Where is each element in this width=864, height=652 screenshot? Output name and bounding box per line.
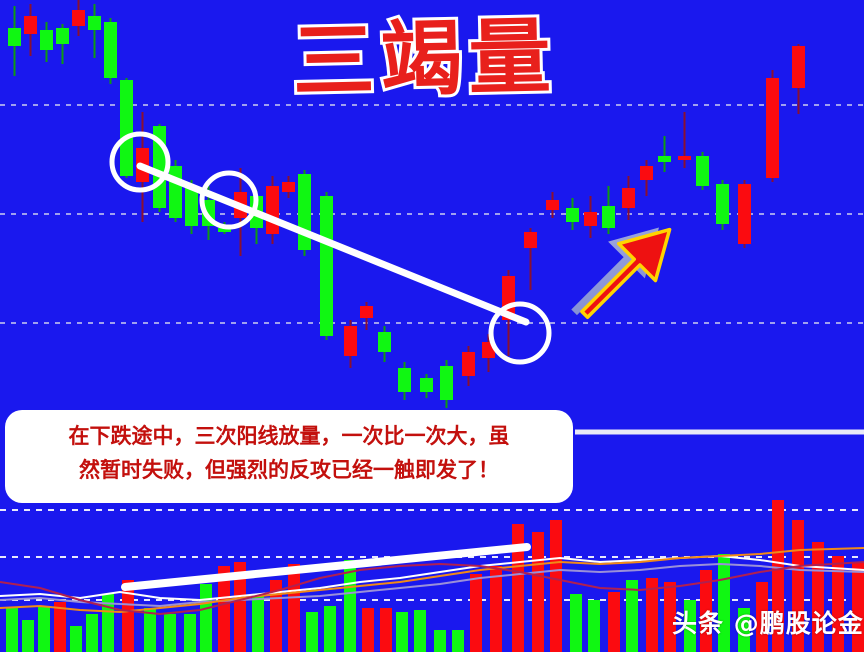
volume-moving-averages (0, 547, 864, 615)
volume-bar (490, 566, 502, 652)
volume-bar (700, 570, 712, 652)
title-text: 三竭量 (289, 7, 561, 114)
volume-bar (38, 606, 50, 652)
volume-ma-line-ma60 (0, 561, 864, 615)
volume-bar (792, 520, 804, 652)
candlestick (584, 196, 597, 238)
candlestick (120, 78, 133, 178)
candlestick (266, 176, 279, 244)
candlestick (792, 44, 805, 114)
candlestick (88, 4, 101, 58)
candlestick (282, 176, 295, 198)
candlestick (738, 180, 751, 248)
volume-bar (184, 614, 196, 652)
volume-bar (122, 580, 134, 652)
candlestick (360, 302, 373, 330)
volume-bar (626, 580, 638, 652)
volume-bar (772, 500, 784, 652)
candlestick (344, 320, 357, 368)
first-volume-surge-circle (109, 131, 171, 193)
arrow-body (580, 227, 672, 320)
volume-bar (532, 532, 544, 652)
candlestick (566, 198, 579, 230)
volume-bar (234, 562, 246, 652)
candlestick (640, 160, 653, 196)
volume-bar (164, 614, 176, 652)
candlestick (678, 112, 691, 168)
volume-bar (86, 614, 98, 652)
volume-bar (756, 582, 768, 652)
volume-ma-line-ma20 (0, 547, 864, 613)
volume-bar (470, 574, 482, 652)
candlestick (420, 374, 433, 398)
volume-bar (512, 524, 524, 652)
volume-bar (588, 600, 600, 652)
volume-bar (852, 562, 864, 652)
volume-bar (54, 602, 66, 652)
candlestick (546, 192, 559, 218)
volume-bar (6, 608, 18, 652)
volume-bar (738, 608, 750, 652)
candlestick (716, 180, 729, 230)
candlestick (8, 6, 21, 76)
volume-bar (306, 612, 318, 652)
candlestick (104, 18, 117, 84)
candlestick (602, 186, 615, 234)
candlestick (169, 160, 182, 222)
candlestick (462, 346, 475, 386)
volume-bar (70, 626, 82, 652)
volume-ma-line-ma10 (0, 563, 864, 607)
rebound-arrow (571, 227, 672, 320)
callout-line-2: 然暂时失败，但强烈的反攻已经一触即发了！ (79, 458, 499, 482)
watermark-label: 头条 @鹏股论金 (672, 609, 864, 638)
candlestick (56, 24, 69, 64)
volume-bar (608, 592, 620, 652)
volume-bar (22, 620, 34, 652)
volume-bar (570, 594, 582, 652)
volume-bar (218, 566, 230, 652)
volume-bar (434, 630, 446, 652)
candlestick (524, 228, 537, 290)
volume-bar (144, 608, 156, 652)
second-volume-surge-circle (199, 170, 259, 230)
candlestick (658, 136, 671, 172)
candlestick (622, 176, 635, 220)
volume-bar (452, 630, 464, 652)
volume-bar (200, 584, 212, 652)
volume-bar (550, 520, 562, 652)
annotation-callout-box: 在下跌途中，三次阳线放量，一次比一次大，虽 然暂时失败，但强烈的反攻已经一触即发… (5, 410, 573, 503)
candlestick (378, 326, 391, 362)
volume-bar (252, 596, 264, 652)
volume-bar (324, 606, 336, 652)
volume-bar (646, 578, 658, 652)
volume-bar (362, 608, 374, 652)
volume-bar (664, 582, 676, 652)
rising-volume-line (121, 543, 531, 591)
candlestick (298, 170, 311, 256)
candlestick (24, 4, 37, 56)
drawn-annotations (109, 131, 552, 591)
candlestick (440, 360, 453, 408)
candlestick (766, 70, 779, 182)
candlestick (320, 192, 333, 340)
volume-bar (684, 600, 696, 652)
candlestick (696, 152, 709, 190)
volume-bar (380, 608, 392, 652)
page-title: 三竭量 (257, 7, 619, 114)
candlestick (72, 0, 85, 36)
volume-bar (414, 610, 426, 652)
candlestick (40, 22, 53, 62)
volume-bar (396, 612, 408, 652)
callout-line-1: 在下跌途中，三次阳线放量，一次比一次大，虽 (68, 424, 510, 448)
third-volume-surge-circle (488, 301, 552, 365)
candlestick-series (8, 0, 805, 408)
volume-bar (288, 564, 300, 652)
volume-bar-series (6, 500, 864, 652)
volume-bar (832, 556, 844, 652)
candlestick (398, 362, 411, 400)
